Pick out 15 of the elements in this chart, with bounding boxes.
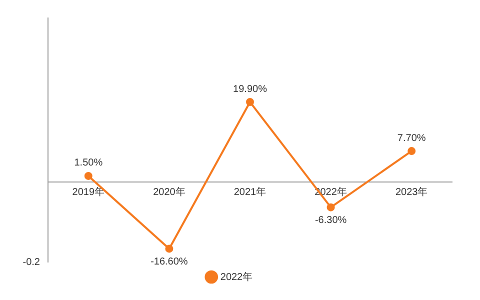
x-tick-label: 2021年: [234, 186, 266, 198]
text: -0.2: [22, 256, 40, 268]
point: [246, 98, 254, 106]
data-label: -6.30%: [314, 215, 347, 226]
data-label: 7.70%: [397, 132, 426, 144]
x-tick-label: 2023年: [395, 186, 428, 198]
point: [84, 172, 92, 180]
data-label: -16.60%: [150, 256, 188, 268]
point: [326, 203, 335, 212]
point: [165, 244, 174, 253]
data-label: 1.50%: [74, 158, 103, 169]
point: [408, 147, 416, 156]
legend-label: 2022年: [220, 270, 253, 283]
data-label: 19.90%: [233, 84, 268, 95]
x-tick-label: 2020年: [153, 186, 186, 198]
